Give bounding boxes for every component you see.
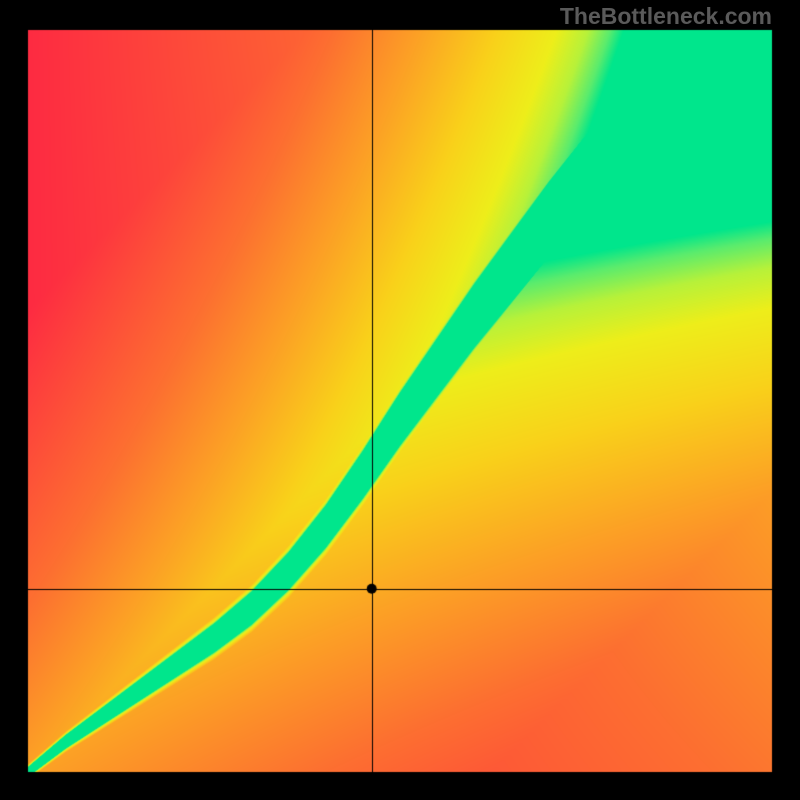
chart-container: TheBottleneck.com	[0, 0, 800, 800]
bottleneck-heatmap	[0, 0, 800, 800]
watermark-text: TheBottleneck.com	[560, 3, 772, 30]
